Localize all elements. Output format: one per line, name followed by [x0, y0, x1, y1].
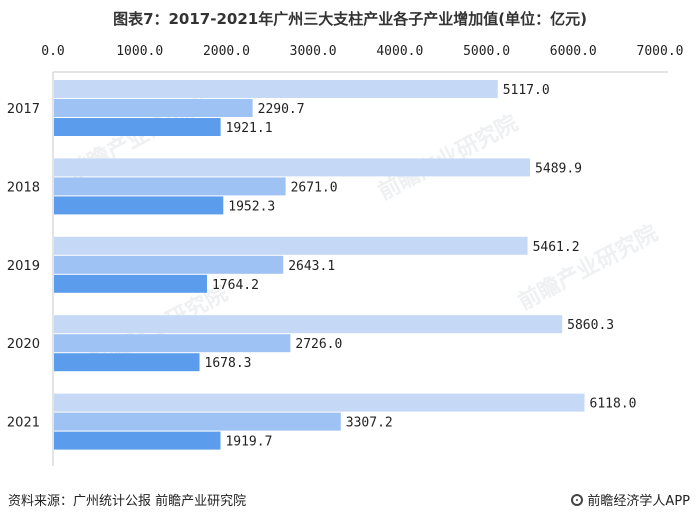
bar [54, 99, 253, 117]
chart-title: 图表7：2017-2021年广州三大支柱产业各子产业增加值(单位：亿元) [113, 10, 587, 28]
data-label: 1919.7 [225, 435, 272, 450]
bar [54, 177, 286, 196]
y-category-label: 2018 [7, 180, 40, 195]
bar [54, 412, 341, 431]
bar [54, 353, 200, 372]
x-tick-label: 2000.0 [203, 44, 250, 59]
bar [54, 255, 284, 274]
brand-logo-icon [571, 493, 584, 506]
x-tick-label: 7000.0 [637, 44, 684, 59]
data-label: 2726.0 [295, 337, 342, 352]
bar [54, 393, 585, 412]
bar [54, 158, 531, 177]
brand-name: 前瞻经济学人APP [587, 494, 690, 509]
data-label: 5860.3 [567, 318, 614, 333]
y-category-label: 2017 [7, 102, 40, 117]
data-label: 2643.1 [288, 259, 335, 274]
data-label: 2671.0 [291, 180, 338, 195]
x-tick-label: 1000.0 [116, 44, 163, 59]
x-tick-label: 6000.0 [550, 44, 597, 59]
x-tick-label: 4000.0 [376, 44, 423, 59]
data-label: 6118.0 [590, 397, 637, 412]
bar [54, 431, 221, 450]
data-label: 1764.2 [212, 278, 259, 293]
x-tick-label: 5000.0 [463, 44, 510, 59]
y-category-label: 2019 [7, 259, 40, 274]
data-label: 1921.1 [226, 121, 273, 136]
brand-credit: 前瞻经济学人APP [571, 490, 690, 509]
data-label: 5117.0 [503, 83, 550, 98]
x-tick-label: 0.0 [41, 44, 64, 59]
bar [54, 274, 207, 293]
bar [54, 118, 221, 136]
bar [54, 80, 498, 98]
bar [54, 236, 528, 255]
data-label: 3307.2 [346, 416, 393, 431]
data-label: 5489.9 [535, 161, 582, 176]
bar [54, 315, 563, 334]
data-label: 1952.3 [228, 199, 275, 214]
data-label: 2290.7 [258, 102, 305, 117]
data-label: 5461.2 [533, 240, 580, 255]
bar [54, 196, 224, 215]
source-note: 资料来源：广州统计公报 前瞻产业研究院 [8, 494, 247, 509]
y-category-label: 2020 [7, 337, 40, 352]
data-label: 1678.3 [205, 356, 252, 371]
y-category-label: 2021 [7, 416, 40, 431]
x-tick-label: 3000.0 [290, 44, 337, 59]
bar [54, 334, 291, 353]
